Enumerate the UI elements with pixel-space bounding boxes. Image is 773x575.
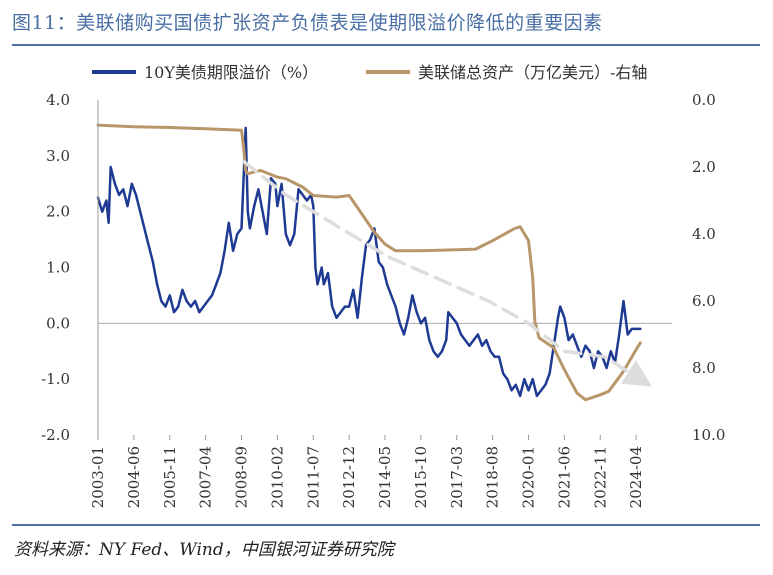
legend-label: 美联储总资产（万亿美元）-右轴 [418, 63, 647, 82]
x-tick-label: 2014-05 [376, 446, 394, 508]
left-tick-label: 1.0 [46, 259, 70, 277]
right-tick-label: 4.0 [692, 225, 716, 243]
right-tick-label: 0.0 [692, 91, 716, 109]
left-tick-label: 0.0 [46, 314, 70, 332]
x-tick-label: 2007-04 [197, 446, 215, 508]
x-tick-label: 2024-04 [627, 446, 645, 508]
left-tick-label: -1.0 [41, 370, 70, 388]
right-tick-label: 2.0 [692, 158, 716, 176]
x-tick-label: 2004-06 [125, 446, 143, 508]
title-divider [12, 44, 760, 46]
legend: 10Y美债期限溢价（%） 美联储总资产（万亿美元）-右轴 [92, 63, 647, 82]
x-tick-label: 2005-11 [161, 446, 179, 508]
x-tick-label: 2020-01 [520, 446, 538, 508]
left-tick-label: -2.0 [41, 426, 70, 444]
right-tick-label: 6.0 [692, 292, 716, 310]
x-tick-label: 2012-12 [340, 446, 358, 508]
x-tick-label: 2008-09 [233, 446, 251, 508]
trend-arrow [241, 159, 653, 387]
right-tick-label: 10.0 [692, 426, 725, 444]
footer-divider [12, 524, 760, 526]
right-tick-label: 8.0 [692, 359, 716, 377]
x-tick-label: 2017-03 [448, 446, 466, 508]
fed-assets-line [96, 123, 642, 402]
chart-title: 图11：美联储购买国债扩张资产负债表是使期限溢价降低的重要因素 [12, 12, 603, 34]
x-tick-label: 2018-08 [484, 446, 502, 508]
x-tick-label: 2010-02 [268, 446, 286, 508]
x-tick-label: 2003-01 [89, 446, 107, 508]
x-tick-label: 2011-07 [304, 446, 322, 508]
legend-label: 10Y美债期限溢价（%） [144, 63, 318, 82]
left-tick-label: 2.0 [46, 203, 70, 221]
x-tick-label: 2021-06 [555, 446, 573, 508]
term-premium-line [96, 126, 642, 398]
source-note: 资料来源：NY Fed、Wind，中国银河证券研究院 [14, 540, 394, 560]
left-tick-label: 4.0 [46, 91, 70, 109]
chart: 10Y美债期限溢价（%） 美联储总资产（万亿美元）-右轴 4.0 3.0 2.0 1.0… [41, 63, 725, 508]
x-tick-label: 2022-11 [591, 446, 609, 508]
x-tick-label: 2015-10 [412, 446, 430, 508]
left-tick-label: 3.0 [46, 147, 70, 165]
